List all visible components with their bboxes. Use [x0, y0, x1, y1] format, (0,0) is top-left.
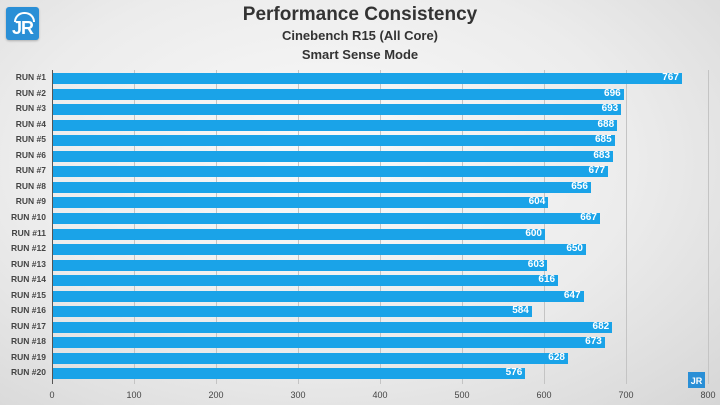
bar: 603 [53, 258, 548, 271]
bar-value-label: 603 [527, 258, 545, 270]
category-label: RUN #15 [11, 289, 46, 300]
plot-area [52, 70, 709, 384]
bar-value-label: 616 [538, 274, 556, 286]
gridline [626, 70, 627, 384]
bar: 673 [53, 336, 605, 349]
x-tick-label: 600 [536, 390, 552, 400]
x-tick-label: 400 [372, 390, 388, 400]
bar-value-label: 683 [593, 149, 611, 161]
bar-value-label: 628 [548, 351, 565, 363]
category-label: RUN #17 [11, 320, 46, 331]
gridline [380, 70, 381, 384]
bar: 647 [53, 289, 584, 302]
bar-value-label: 682 [592, 320, 610, 332]
x-tick-label: 800 [700, 390, 716, 400]
bar: 616 [53, 274, 559, 287]
chart-title: Performance Consistency [242, 4, 478, 25]
bar-value-label: 650 [566, 243, 583, 255]
x-tick-label: 500 [454, 390, 470, 400]
category-label: RUN #10 [11, 211, 46, 222]
bar: 693 [53, 103, 622, 116]
x-tick-label: 200 [208, 390, 224, 400]
category-label: RUN #12 [11, 243, 46, 254]
bar-value-label: 677 [588, 165, 606, 177]
category-label: RUN #16 [11, 305, 46, 316]
bar-value-label: 673 [585, 336, 602, 348]
x-tick-label: 0 [49, 390, 55, 400]
bar: 696 [53, 87, 624, 100]
watermark-logo: JR [688, 372, 705, 388]
bar-value-label: 604 [528, 196, 546, 208]
bar: 767 [53, 72, 682, 84]
category-label: RUN #6 [15, 149, 46, 160]
category-label: RUN #4 [15, 118, 46, 129]
y-axis-line [52, 70, 53, 384]
bar-value-label: 576 [505, 367, 523, 379]
gridline [134, 70, 135, 384]
gridline [462, 70, 463, 384]
category-label: RUN #5 [15, 134, 46, 145]
bar-value-label: 693 [601, 103, 619, 115]
category-label: RUN #1 [15, 72, 46, 82]
category-label: RUN #20 [11, 367, 46, 378]
category-label: RUN #11 [11, 227, 47, 238]
category-label: RUN #18 [11, 336, 46, 347]
bar-value-label: 656 [571, 180, 588, 192]
category-label: RUN #8 [15, 180, 46, 191]
category-label: RUN #7 [15, 165, 46, 176]
category-label: RUN #14 [11, 274, 46, 285]
bar: 576 [53, 367, 526, 380]
bar: 604 [53, 196, 549, 209]
bar: 677 [53, 165, 609, 178]
bar-value-label: 685 [595, 134, 612, 146]
bar-value-label: 667 [580, 211, 597, 223]
bar: 688 [53, 118, 618, 131]
bar-value-label: 584 [512, 305, 529, 317]
bar: 682 [53, 320, 613, 333]
x-tick-label: 700 [618, 390, 634, 400]
bar: 685 [53, 134, 615, 147]
bar: 683 [53, 149, 614, 162]
gridline [708, 70, 709, 384]
category-label: RUN #3 [15, 103, 46, 114]
bar-value-label: 688 [597, 118, 615, 130]
chart-subtitle-mode: Smart Sense Mode [301, 47, 419, 62]
x-tick-label: 100 [126, 390, 142, 400]
gridline [216, 70, 217, 384]
bar: 600 [53, 227, 545, 240]
gridline [298, 70, 299, 384]
category-label: RUN #9 [15, 196, 46, 207]
bar-value-label: 647 [563, 289, 581, 301]
jr-logo: JR [6, 7, 39, 40]
bar: 667 [53, 211, 600, 224]
bar-value-label: 696 [604, 87, 621, 99]
category-label: RUN #19 [11, 351, 46, 362]
gridline [544, 70, 545, 384]
bar-value-label: 600 [525, 227, 542, 239]
bar: 656 [53, 180, 591, 193]
x-tick-label: 300 [290, 390, 306, 400]
chart-subtitle-benchmark: Cinebench R15 (All Core) [281, 28, 439, 43]
bar-value-label: 767 [662, 72, 679, 83]
roof-icon [14, 12, 35, 22]
chart-titles: Performance Consistency Cinebench R15 (A… [0, 4, 720, 64]
category-label: RUN #13 [11, 258, 46, 269]
bar: 628 [53, 351, 568, 364]
bar: 584 [53, 305, 532, 318]
category-label: RUN #2 [15, 87, 46, 98]
bar: 650 [53, 243, 586, 256]
